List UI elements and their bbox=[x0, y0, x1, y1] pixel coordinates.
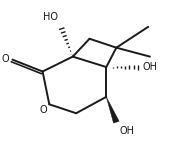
Text: OH: OH bbox=[142, 62, 157, 72]
Polygon shape bbox=[106, 97, 119, 123]
Text: O: O bbox=[1, 54, 9, 64]
Text: O: O bbox=[40, 104, 47, 115]
Text: HO: HO bbox=[43, 12, 58, 22]
Text: OH: OH bbox=[120, 126, 135, 136]
